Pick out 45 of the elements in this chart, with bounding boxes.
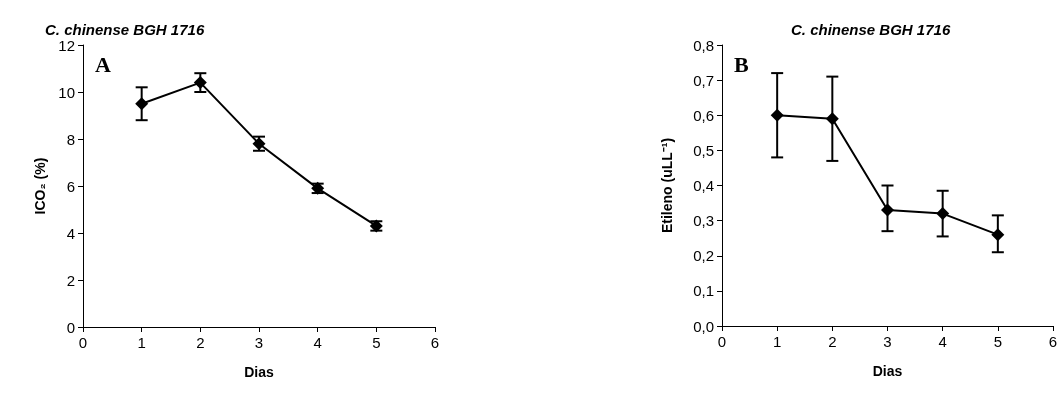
annotation: B [734,51,749,77]
x-tick-label: 3 [883,333,892,350]
x-tick-label: 4 [313,334,322,351]
chart-title: C. chinense BGH 1716 [791,21,951,38]
y-tick-label: 0 [66,318,75,336]
x-axis-title: Dias [244,364,274,380]
y-tick-label: 6 [66,177,75,195]
x-tick-label: 3 [254,334,264,351]
x-tick-label: 1 [772,333,782,350]
x-tick-label: 1 [137,334,146,351]
point [825,112,839,126]
y-tick-label: 0,8 [693,36,714,54]
y-tick-label: 0,4 [693,177,714,194]
x-tick-label: 0 [717,333,727,350]
y-tick-label: 0,3 [693,212,714,230]
point [770,108,784,122]
point [881,203,894,217]
y-tick-label: 12 [58,36,75,54]
y-tick-label: 4 [66,224,75,242]
x-tick-label: 2 [196,334,205,351]
x-tick-label: 6 [1048,333,1058,350]
x-tick-label: 6 [430,334,440,351]
y-tick-label: 0,6 [693,106,714,124]
x-tick-label: 4 [938,333,947,350]
y-tick-label: 2 [66,271,75,289]
x-tick-label: 5 [993,333,1003,350]
point [936,207,950,221]
x-axis-title: Dias [872,363,903,379]
y-tick-label: 0,0 [693,317,714,335]
point [991,228,1005,242]
point [193,76,207,90]
x-tick-label: 5 [372,334,381,351]
y-tick-label: 0,2 [693,247,714,265]
y-tick-label: 0,1 [693,282,714,300]
annotation: A [95,51,111,77]
y-axis-title: ICO₂ (%) [32,157,48,215]
y-tick-label: 0,7 [693,71,714,89]
y-tick-label: 0,5 [693,141,714,159]
x-tick-label: 2 [828,333,837,350]
y-axis-title: Etileno (uLL⁻¹) [659,137,675,234]
y-tick-label: 8 [66,130,75,148]
point [135,97,149,111]
y-tick-label: 10 [58,83,75,101]
x-tick-label: 0 [78,334,88,351]
chart-title: C. chinense BGH 1716 [45,21,205,38]
